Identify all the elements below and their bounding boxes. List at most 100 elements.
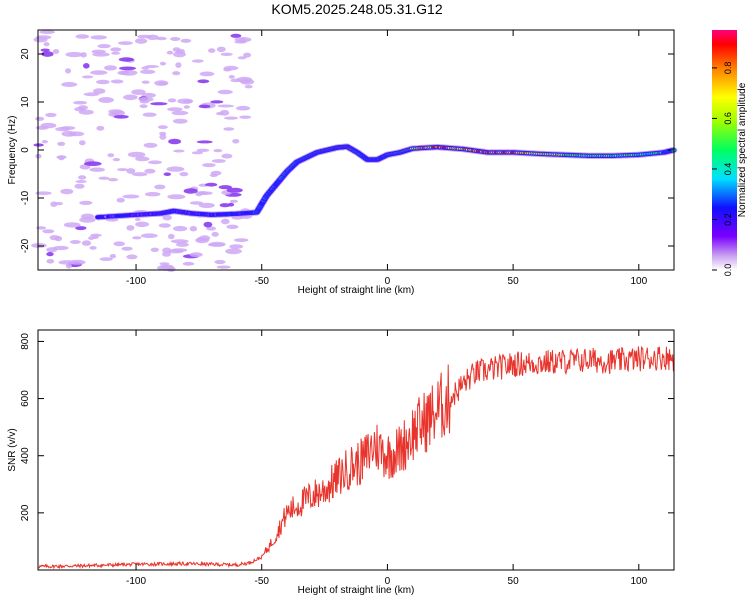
noise-blob [140,233,158,238]
noise-blob [217,89,233,95]
noise-blob [60,188,74,195]
noise-blob [89,167,105,172]
noise-blob [142,112,157,117]
y-tick-label: 200 [20,504,31,521]
colorbar-tick-label: 0.0 [723,264,733,277]
noise-blob [163,172,171,176]
noise-blob [35,191,52,195]
noise-blob [39,30,55,34]
noise-blob [182,261,195,266]
noise-blob [79,140,86,146]
noise-blob [214,259,226,265]
snr-y-label: SNR (v/v) [7,428,18,471]
noise-blob [65,51,83,58]
noise-blob [144,192,161,197]
noise-blob [126,168,136,174]
noise-blob [168,138,182,145]
noise-blob [110,79,124,84]
noise-blob [90,35,108,40]
noise-blob [229,244,244,250]
noise-blob [213,149,223,153]
noise-blob [45,112,57,118]
chart-title: KOM5.2025.248.05.31.G12 [271,1,442,17]
y-tick-label: 0 [20,147,31,153]
noise-blob [80,52,87,58]
noise-blob [197,191,209,195]
noise-blob [239,115,252,119]
colorbar-label: Normalized spectral amplitude [737,82,748,217]
snr-series-line [37,345,675,570]
noise-blob [96,125,105,131]
noise-blob [144,168,156,174]
noise-blob [244,85,253,89]
noise-blob [79,164,91,170]
noise-blob [139,104,148,109]
noise-blob [131,89,146,95]
noise-blob [197,237,204,242]
noise-blob [230,33,242,38]
spectrogram-x-label: Height of straight line (km) [298,285,415,296]
noise-blob [208,48,216,53]
noise-blob [65,68,72,74]
x-tick-label: -50 [255,276,270,287]
noise-blob [211,159,226,163]
noise-blob [109,254,117,259]
noise-blob [210,100,224,104]
noise-blob [224,116,238,120]
noise-blob [52,245,69,251]
noise-blob [155,36,167,41]
noise-blob [159,61,166,66]
noise-blob [173,51,186,58]
noise-blob [112,158,121,162]
noise-blob [230,78,241,83]
x-tick-label: -100 [126,276,146,287]
noise-blob [226,187,243,193]
snr-y-axis: 200 400 600 800 [20,333,674,521]
noise-blob [223,68,232,72]
noise-blob [120,69,138,76]
noise-blob [63,222,81,228]
noise-blob [122,194,140,199]
noise-blob [97,44,111,49]
noise-blob [41,51,54,57]
noise-blob [60,126,76,130]
noise-blob [74,183,85,189]
noise-blob [221,153,233,159]
noise-blob [79,200,93,205]
snr-x-label: Height of straight line (km) [298,585,415,596]
noise-blob [35,35,52,40]
noise-blob [162,214,172,221]
noise-blob [189,252,203,258]
noise-blob [36,226,47,230]
noise-blob [61,130,77,137]
x-tick-label: 100 [630,276,647,287]
noise-blob [90,233,102,237]
y-tick-label: -20 [20,238,31,253]
noise-blob [205,182,218,187]
noise-blob [158,223,171,228]
y-tick-label: 20 [20,48,31,60]
noise-blob [110,47,122,52]
noise-blob [98,97,114,103]
noise-blob [196,148,210,152]
spectrogram-marks [31,30,678,272]
noise-blob [159,262,170,266]
noise-blob [107,153,115,158]
noise-blob [167,107,183,112]
colorbar-gradient [712,30,737,270]
noise-blob [211,231,219,237]
noise-blob [159,134,167,140]
noise-blob [176,242,189,247]
colorbar-tick-label: 0.2 [723,213,733,226]
noise-blob [197,79,210,84]
noise-blob [198,104,211,109]
noise-blob [96,79,110,85]
noise-blob [108,178,119,182]
noise-blob [118,57,135,62]
noise-blob [40,48,50,52]
noise-blob [113,115,129,119]
spectrogram-y-label: Frequency (Hz) [7,116,18,185]
noise-blob [191,151,204,155]
noise-blob [170,37,181,41]
y-tick-label: 600 [20,390,31,407]
